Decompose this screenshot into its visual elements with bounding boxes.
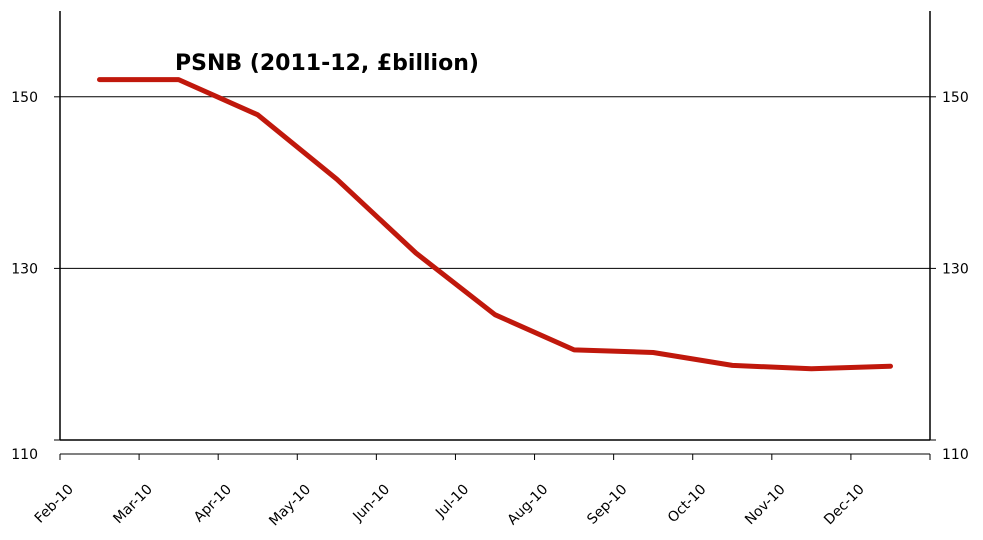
chart-title: PSNB (2011-12, £billion): [175, 51, 479, 76]
axes: [59, 11, 931, 455]
x-tick-label-Nov-10: Nov-10: [742, 482, 789, 529]
x-tick-label-May-10: May-10: [266, 482, 314, 530]
x-tick-label-Dec-10: Dec-10: [821, 482, 868, 529]
x-tick-label-Jun-10: Jun-10: [350, 482, 394, 526]
y-tick-label-left: 130: [11, 261, 38, 277]
y-tick-label-right: 150: [942, 90, 969, 106]
y-tick-label-left: 150: [11, 90, 38, 106]
y-axis-left-labels: 110 130 150: [11, 90, 38, 463]
y-tick-label-right: 130: [942, 261, 969, 277]
y-tick-label-right: 110: [942, 447, 969, 463]
x-tick-label-Apr-10: Apr-10: [191, 482, 235, 526]
x-tick-label-Aug-10: Aug-10: [505, 482, 552, 529]
y-axis-right-labels: 110 130 150: [942, 90, 969, 463]
x-tick-label-Oct-10: Oct-10: [665, 482, 710, 527]
series-group: [97, 77, 893, 372]
gridlines: [60, 96, 930, 269]
series-line-psnb: [97, 77, 893, 372]
x-tick-label-Sep-10: Sep-10: [584, 482, 630, 528]
x-tick-label-Mar-10: Mar-10: [110, 482, 156, 528]
x-tick-label-Jul-10: Jul-10: [432, 482, 472, 522]
x-tick-label-Feb-10: Feb-10: [32, 482, 77, 527]
tick-marks: [54, 96, 936, 460]
x-axis-labels: Feb-10 Mar-10 Apr-10 May-10 Jun-10 Jul-10 Aug-…: [32, 482, 868, 530]
y-tick-label-left: 110: [11, 447, 38, 463]
